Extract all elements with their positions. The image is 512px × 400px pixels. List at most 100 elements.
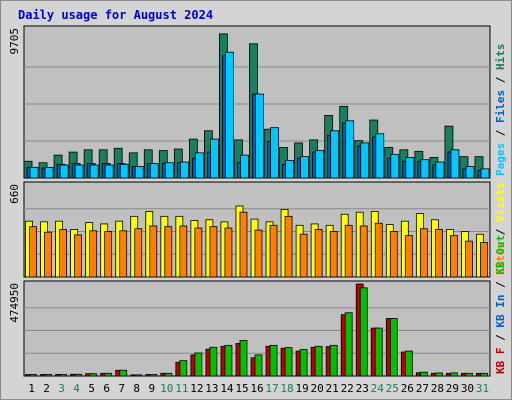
bar-volume-kb-in-day-12 <box>194 352 203 377</box>
bar-volume-kb-in-day-14 <box>224 344 233 377</box>
day-label-2: 2 <box>43 382 50 395</box>
bar-requests-pages-day-19 <box>300 156 310 179</box>
day-label-21: 21 <box>326 382 339 395</box>
bar-requests-pages-day-9 <box>149 163 159 179</box>
bar-requests-pages-day-3 <box>59 164 69 179</box>
bar-visitors-sites-day-2 <box>44 231 52 278</box>
bar-requests-pages-day-11 <box>179 161 189 179</box>
bar-volume-kb-in-day-10 <box>164 372 173 377</box>
bar-volume-kb-in-day-11 <box>179 360 188 377</box>
bar-requests-pages-day-13 <box>209 138 219 179</box>
bar-visitors-sites-day-3 <box>59 229 67 278</box>
panel-volume-ymax-label: 474950 <box>8 283 21 323</box>
legend-entry: Sites <box>494 242 507 275</box>
day-label-23: 23 <box>356 382 369 395</box>
day-label-27: 27 <box>416 382 429 395</box>
bar-requests-pages-day-17 <box>270 127 279 179</box>
bar-volume-kb-in-day-25 <box>389 318 398 377</box>
bar-visitors-sites-day-15 <box>239 211 248 278</box>
bar-requests-pages-day-30 <box>465 166 475 179</box>
bar-volume-kb-in-day-18 <box>284 347 293 377</box>
legend-entry: / <box>494 70 507 90</box>
bar-visitors-sites-day-7 <box>119 230 128 278</box>
bar-visitors-sites-day-21 <box>329 231 338 278</box>
bar-requests-pages-day-16 <box>255 93 264 179</box>
day-label-31: 31 <box>476 382 489 395</box>
bar-volume-kb-in-day-23 <box>359 287 368 377</box>
bar-visitors-sites-day-28 <box>434 229 443 278</box>
day-label-4: 4 <box>73 382 80 395</box>
bar-requests-pages-day-7 <box>119 163 129 179</box>
bar-volume-kb-in-day-13 <box>209 346 218 377</box>
day-label-14: 14 <box>220 382 234 395</box>
bar-visitors-sites-day-20 <box>314 229 323 278</box>
bar-visitors-sites-day-5 <box>89 230 98 278</box>
bar-volume-kb-in-day-24 <box>374 327 383 377</box>
bar-requests-pages-day-15 <box>240 154 249 179</box>
chart-title: Daily usage for August 2024 <box>18 8 213 22</box>
panel-requests-ymax-label: 9705 <box>8 28 21 55</box>
bar-visitors-sites-day-23 <box>359 225 368 278</box>
bar-volume-kb-in-day-21 <box>329 344 338 377</box>
panel-visitors-legend: Sites / Visits <box>494 182 507 275</box>
panel-visitors-ymax-label: 660 <box>8 184 21 204</box>
day-label-26: 26 <box>401 382 414 395</box>
bar-visitors-sites-day-29 <box>450 235 458 278</box>
legend-entry: / <box>494 123 507 143</box>
bar-visitors-sites-day-27 <box>419 228 428 278</box>
bar-requests-pages-day-12 <box>194 152 204 179</box>
bar-visitors-sites-day-8 <box>134 228 143 278</box>
bar-requests-pages-day-27 <box>420 159 430 179</box>
bar-volume-kb-in-day-31 <box>480 372 488 377</box>
bar-requests-pages-day-29 <box>450 149 460 179</box>
bar-visitors-sites-day-14 <box>224 227 233 278</box>
bar-requests-pages-day-2 <box>44 166 54 179</box>
day-label-15: 15 <box>235 382 248 395</box>
legend-entry: Files <box>494 90 507 123</box>
bar-visitors-sites-day-16 <box>254 229 263 278</box>
bar-visitors-sites-day-26 <box>404 235 413 278</box>
bar-requests-pages-day-6 <box>104 164 114 179</box>
day-label-16: 16 <box>250 382 263 395</box>
bar-volume-kb-in-day-17 <box>269 344 278 377</box>
panel-volume-legend: KB F / KB In / KB Out <box>494 235 507 374</box>
day-label-17: 17 <box>265 382 278 395</box>
bar-volume-kb-in-day-19 <box>299 349 308 377</box>
bar-visitors-sites-day-22 <box>344 224 353 278</box>
day-label-9: 9 <box>148 382 155 395</box>
bar-volume-kb-in-day-4 <box>74 373 83 377</box>
day-axis: 1 2 3 4 5 6 7 8 9 10 11 12 13 14 15 16 17 18 19 20 21 22 23 24 2… <box>28 382 489 395</box>
bar-requests-pages-day-18 <box>285 160 294 179</box>
bar-volume-kb-in-day-3 <box>59 374 67 377</box>
day-label-5: 5 <box>88 382 95 395</box>
bar-requests-pages-day-22 <box>345 120 355 179</box>
day-label-6: 6 <box>103 382 110 395</box>
bar-volume-kb-in-day-15 <box>239 340 248 377</box>
bar-volume-kb-in-day-8 <box>134 374 143 377</box>
bar-requests-pages-day-21 <box>330 130 340 179</box>
bar-visitors-sites-day-12 <box>194 227 203 278</box>
bar-volume-kb-in-day-6 <box>104 372 113 377</box>
bar-volume-kb-in-day-9 <box>149 374 158 377</box>
bar-visitors-sites-day-17 <box>269 224 278 278</box>
bar-requests-pages-day-26 <box>405 157 415 179</box>
day-label-3: 3 <box>58 382 65 395</box>
day-label-1: 1 <box>28 382 35 395</box>
bar-volume-kb-in-day-26 <box>404 350 413 377</box>
bar-requests-pages-day-25 <box>390 153 400 179</box>
bar-volume-kb-in-day-7 <box>119 369 128 377</box>
bar-visitors-sites-day-24 <box>374 222 383 278</box>
bar-requests-pages-day-20 <box>315 150 325 179</box>
panel-volume: 474950 KB F / KB In / KB Out <box>8 235 507 377</box>
bar-volume-kb-in-day-16 <box>254 354 263 377</box>
legend-entry: Pages <box>494 143 507 176</box>
bar-requests-pages-day-10 <box>164 162 174 179</box>
legend-entry: / <box>494 328 507 348</box>
bar-requests-pages-day-23 <box>360 142 370 179</box>
bar-visitors-sites-day-13 <box>209 226 218 278</box>
bar-requests-pages-day-14 <box>225 51 234 179</box>
bar-requests-pages-day-31 <box>480 168 490 179</box>
day-label-24: 24 <box>371 382 385 395</box>
bar-requests-pages-day-8 <box>134 166 144 179</box>
bar-volume-kb-in-day-29 <box>450 372 458 377</box>
